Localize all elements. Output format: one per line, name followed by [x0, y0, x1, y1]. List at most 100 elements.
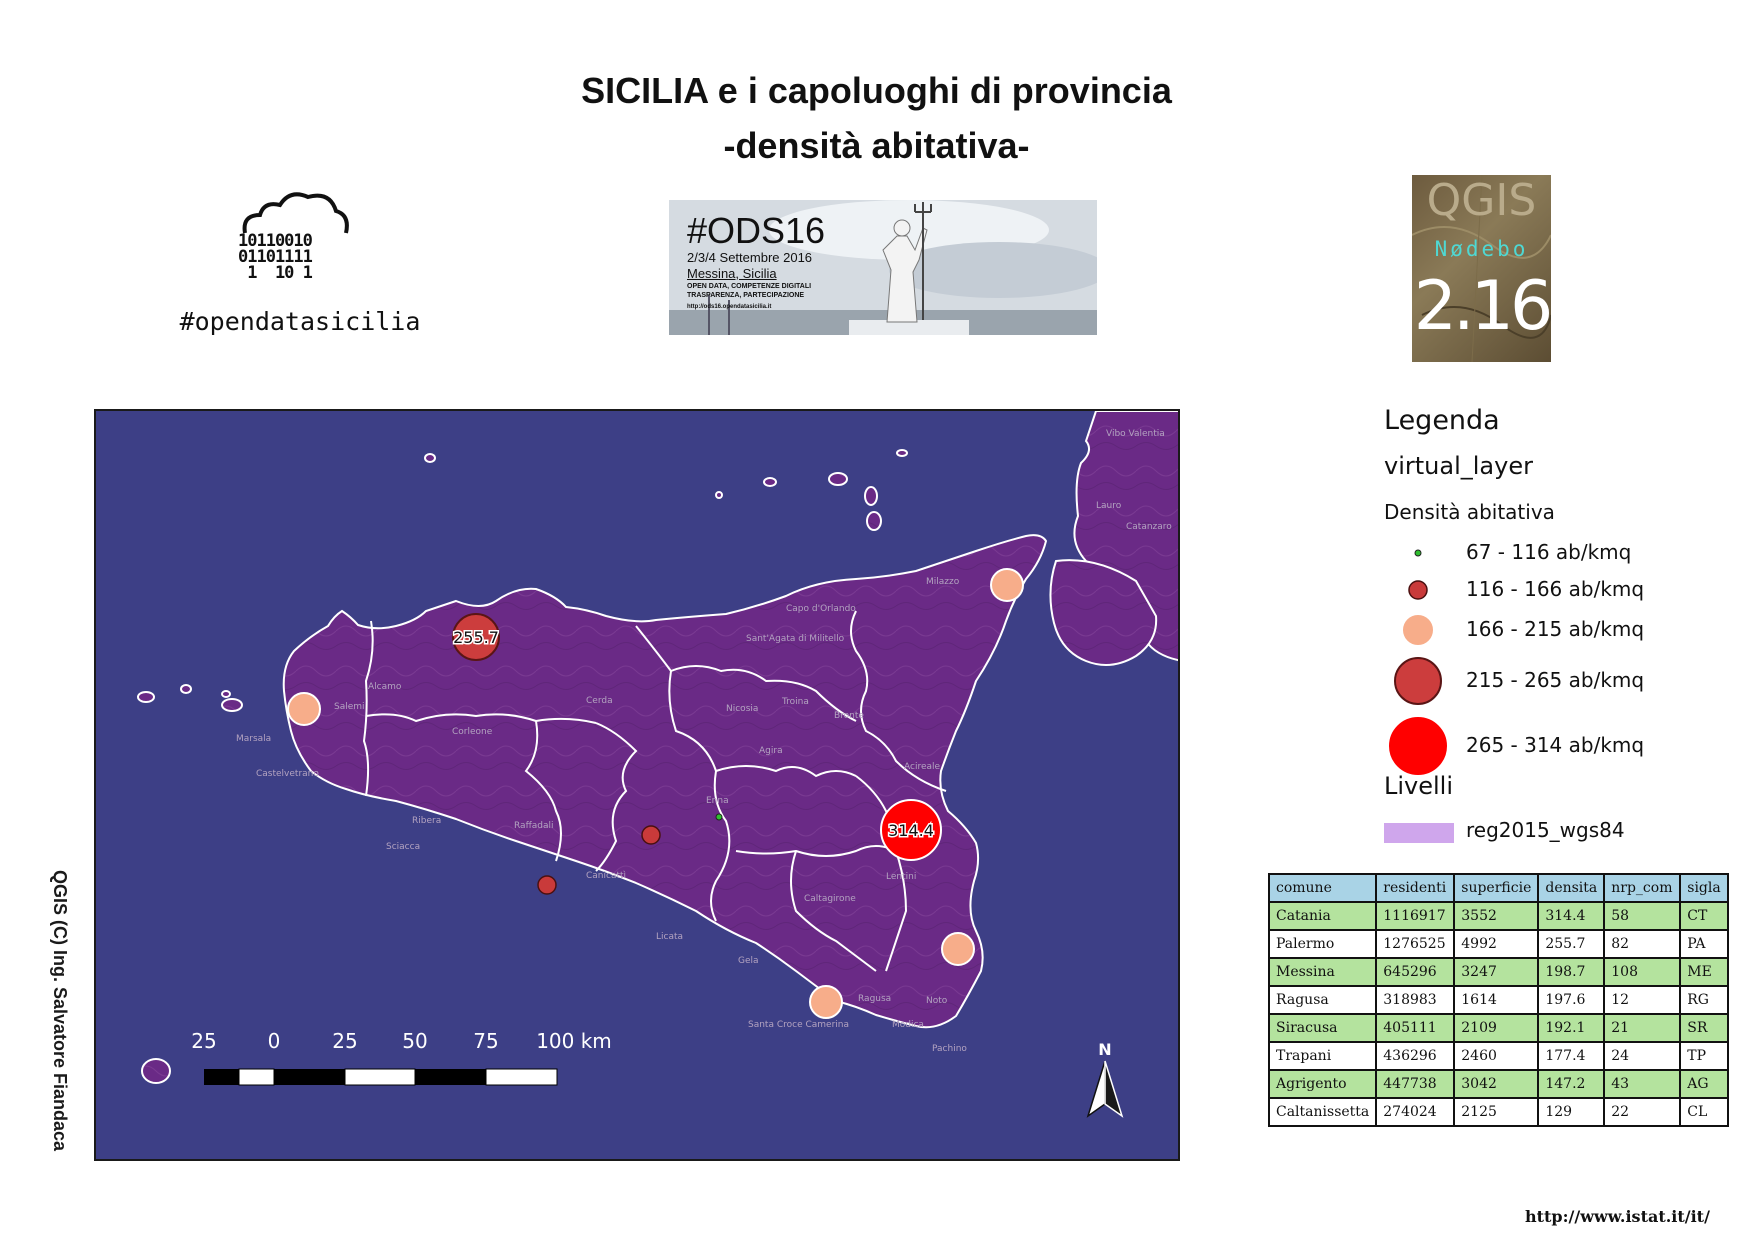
- symbol-siracusa[interactable]: [941, 932, 975, 966]
- table-row: Siracusa 405111 2109 192.1 21 SR: [1267, 1013, 1729, 1043]
- table-cell: 4992: [1453, 929, 1540, 959]
- legend-symbols: [1387, 549, 1449, 777]
- table-cell: 22: [1603, 1097, 1682, 1127]
- place-label: Caltagirone: [804, 894, 856, 904]
- symbol-messina[interactable]: [990, 568, 1024, 602]
- place-label: Lauro: [1096, 501, 1122, 511]
- place-label: Castelvetrano: [256, 769, 319, 779]
- symbol-agrigento[interactable]: [537, 875, 557, 895]
- opendatasicilia-logo: 10110010 01101111 1 10 1 #opendatasicili…: [150, 185, 450, 345]
- legend-class-label: 265 - 314 ab/kmq: [1466, 733, 1645, 757]
- table-row: Messina 645296 3247 198.7 108 ME: [1267, 957, 1729, 987]
- attribute-table: comune residenti superficie densita nrp_…: [1267, 873, 1729, 1127]
- scalebar-label: 75: [473, 1029, 498, 1053]
- ods16-city: Messina, Sicilia: [687, 266, 777, 281]
- legend-layer-name: virtual_layer: [1384, 452, 1533, 480]
- qgis-map-texture: [1412, 175, 1551, 362]
- table-cell: 3042: [1453, 1069, 1540, 1099]
- table-cell: Catania: [1267, 901, 1378, 931]
- table-cell: 177.4: [1537, 1041, 1606, 1071]
- table-row: Trapani 436296 2460 177.4 24 TP: [1267, 1041, 1729, 1071]
- table-cell: 198.7: [1537, 957, 1606, 987]
- scalebar-label: 25: [191, 1029, 216, 1053]
- legend-symbol: [1394, 657, 1442, 705]
- table-cell: Caltanissetta: [1267, 1097, 1378, 1127]
- place-label: Canicattì: [586, 871, 626, 881]
- place-label: Milazzo: [926, 577, 960, 587]
- table-cell: CL: [1679, 1097, 1729, 1127]
- table-cell: Agrigento: [1267, 1069, 1378, 1099]
- symbol-ragusa[interactable]: [809, 985, 843, 1019]
- table-cell: TP: [1679, 1041, 1729, 1071]
- symbol-catania[interactable]: [880, 799, 942, 861]
- place-label: Acireale: [904, 762, 941, 772]
- table-cell: 274024: [1375, 1097, 1456, 1127]
- table-cell: 24: [1603, 1041, 1682, 1071]
- place-label: Santa Croce Camerina: [748, 1020, 849, 1030]
- value-label-catania: 314.4: [888, 821, 934, 840]
- table-cell: 2125: [1453, 1097, 1540, 1127]
- symbol-palermo[interactable]: [452, 613, 500, 661]
- map-svg: Vibo Valentia Lauro Catanzaro Milazzo Ca…: [96, 411, 1178, 1159]
- value-label-palermo: 255.7: [453, 628, 499, 647]
- table-cell: 147.2: [1537, 1069, 1606, 1099]
- table-cell: 108: [1603, 957, 1682, 987]
- table-cell: 2109: [1453, 1013, 1540, 1043]
- table-cell: 3247: [1453, 957, 1540, 987]
- legend-heading: Legenda: [1384, 405, 1500, 436]
- table-cell: ME: [1679, 957, 1729, 987]
- place-label: Bronte: [834, 711, 864, 721]
- legend-level-swatch: [1384, 823, 1454, 843]
- place-label: Pachino: [932, 1044, 967, 1054]
- scalebar: 25 0 25 50 75 100 km: [191, 1029, 612, 1086]
- place-label: Licata: [656, 932, 683, 942]
- place-label: Agira: [759, 746, 783, 756]
- symbol-trapani[interactable]: [287, 692, 321, 726]
- place-label: Cerda: [586, 696, 613, 706]
- table-cell: 447738: [1375, 1069, 1456, 1099]
- legend-symbol: [1401, 613, 1435, 647]
- table-cell: 129: [1537, 1097, 1606, 1127]
- table-cell: 645296: [1375, 957, 1456, 987]
- scalebar-label: 0: [268, 1029, 281, 1053]
- table-cell: PA: [1679, 929, 1729, 959]
- qgis-codename: Nødebo: [1434, 237, 1529, 261]
- place-label: Raffadali: [514, 821, 554, 831]
- opendatasicilia-hashtag: #opendatasicilia: [179, 307, 421, 336]
- ods16-subtitle: OPEN DATA, COMPETENZE DIGITALI TRASPAREN…: [687, 283, 812, 299]
- source-link[interactable]: http://www.istat.it/it/: [1525, 1207, 1710, 1226]
- table-header: sigla: [1679, 873, 1729, 903]
- table-cell: Ragusa: [1267, 985, 1378, 1015]
- table-cell: 314.4: [1537, 901, 1606, 931]
- map-subtitle: -densità abitativa-: [723, 125, 1030, 166]
- table-cell: 43: [1603, 1069, 1682, 1099]
- map-title: SICILIA e i capoluoghi di provincia: [581, 70, 1172, 111]
- place-label: Noto: [926, 996, 948, 1006]
- symbol-enna[interactable]: [715, 813, 723, 821]
- table-cell: 12: [1603, 985, 1682, 1015]
- table-row: Agrigento 447738 3042 147.2 43 AG: [1267, 1069, 1729, 1099]
- table-cell: 58: [1603, 901, 1682, 931]
- place-label: Ribera: [412, 816, 441, 826]
- table-header: comune: [1267, 873, 1378, 903]
- ods16-url: http://ods16.opendatasicilia.it: [687, 304, 772, 310]
- place-label: Sant'Agata di Militello: [746, 634, 845, 644]
- symbol-caltanissetta[interactable]: [641, 825, 661, 845]
- table-cell: 1116917: [1375, 901, 1456, 931]
- table-cell: 318983: [1375, 985, 1456, 1015]
- table-cell: Siracusa: [1267, 1013, 1378, 1043]
- qgis-name: QGIS: [1426, 175, 1537, 226]
- table-row: Ragusa 318983 1614 197.6 12 RG: [1267, 985, 1729, 1015]
- table-cell: 197.6: [1537, 985, 1606, 1015]
- table-header: nrp_com: [1603, 873, 1682, 903]
- table-cell: 436296: [1375, 1041, 1456, 1071]
- minor-islands: [137, 449, 908, 1084]
- table-cell: 1276525: [1375, 929, 1456, 959]
- calabria-south: [1049, 559, 1158, 666]
- map-canvas[interactable]: Vibo Valentia Lauro Catanzaro Milazzo Ca…: [94, 409, 1180, 1161]
- legend-symbol: [1414, 549, 1422, 557]
- cloud-binary-icon: [242, 192, 349, 234]
- place-label: Marsala: [236, 734, 271, 744]
- scalebar-label: 25: [332, 1029, 357, 1053]
- table-cell: 2460: [1453, 1041, 1540, 1071]
